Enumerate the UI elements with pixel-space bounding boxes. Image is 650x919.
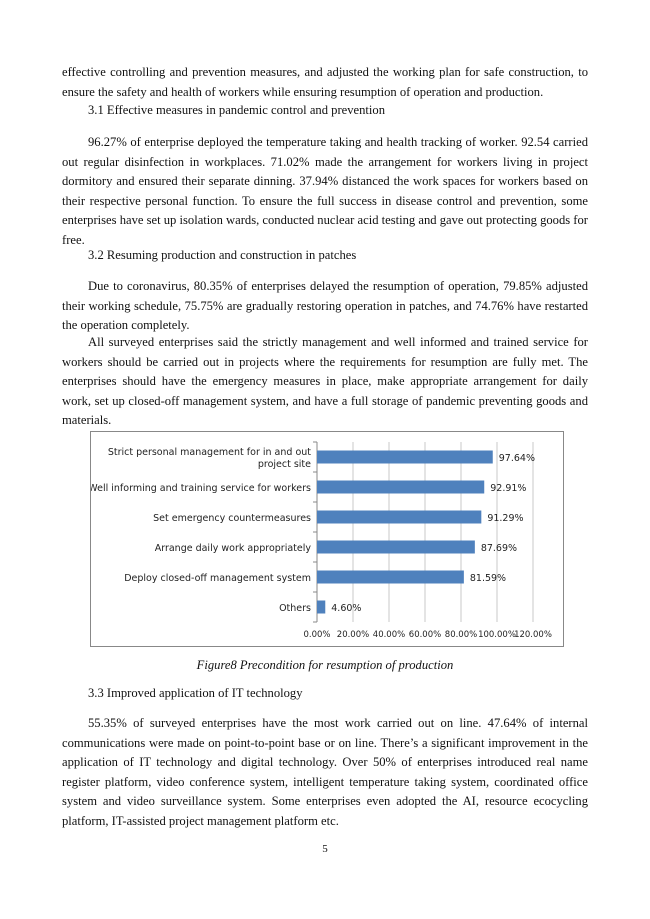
x-tick-label: 80.00% xyxy=(445,630,477,640)
category-label: Strict personal management for in and ou… xyxy=(108,447,311,458)
category-label: Well informing and training service for … xyxy=(91,483,311,494)
category-label: Others xyxy=(279,603,311,614)
x-tick-label: 100.00% xyxy=(478,630,516,640)
data-label: 92.91% xyxy=(490,483,526,494)
section-heading: 3.3 Improved application of IT technolog… xyxy=(88,686,303,700)
data-label: 81.59% xyxy=(470,573,506,584)
category-label: Arrange daily work appropriately xyxy=(155,543,312,554)
x-tick-label: 120.00% xyxy=(514,630,552,640)
x-tick-label: 20.00% xyxy=(337,630,369,640)
paragraph: All surveyed enterprises said the strict… xyxy=(62,335,588,427)
bar xyxy=(317,450,493,464)
category-label: Set emergency countermeasures xyxy=(153,513,311,524)
bar-chart: 0.00% 20.00% 40.00% 60.00% 80.00% 100.00% 120.… xyxy=(90,431,564,647)
figure-caption: Figure8 Precondition for resumption of p… xyxy=(196,658,454,672)
data-label: 87.69% xyxy=(481,543,517,554)
paragraph: 96.27% of enterprise deployed the temper… xyxy=(62,135,588,247)
bar xyxy=(317,600,326,614)
category-label: Deploy closed-off management system xyxy=(124,573,311,584)
x-tick-label: 60.00% xyxy=(409,630,441,640)
page-number: 5 xyxy=(322,843,328,855)
x-tick-label: 40.00% xyxy=(373,630,405,640)
x-tick-label: 0.00% xyxy=(303,630,330,640)
bar xyxy=(317,540,475,554)
section-heading: 3.1 Effective measures in pandemic contr… xyxy=(88,103,386,117)
bar xyxy=(317,480,485,494)
paragraph: Due to coronavirus, 80.35% of enterprise… xyxy=(62,279,588,332)
data-label: 97.64% xyxy=(499,453,535,464)
bar xyxy=(317,570,464,584)
data-label: 91.29% xyxy=(487,513,523,524)
data-label: 4.60% xyxy=(331,603,361,614)
paragraph: effective controlling and prevention mea… xyxy=(62,65,588,99)
chart-svg: 0.00% 20.00% 40.00% 60.00% 80.00% 100.00%120.… xyxy=(91,441,552,640)
category-label: project site xyxy=(258,459,311,470)
section-heading: 3.2 Resuming production and construction… xyxy=(88,248,357,262)
bar xyxy=(317,510,482,524)
paragraph: 55.35% of surveyed enterprises have the … xyxy=(62,716,588,828)
